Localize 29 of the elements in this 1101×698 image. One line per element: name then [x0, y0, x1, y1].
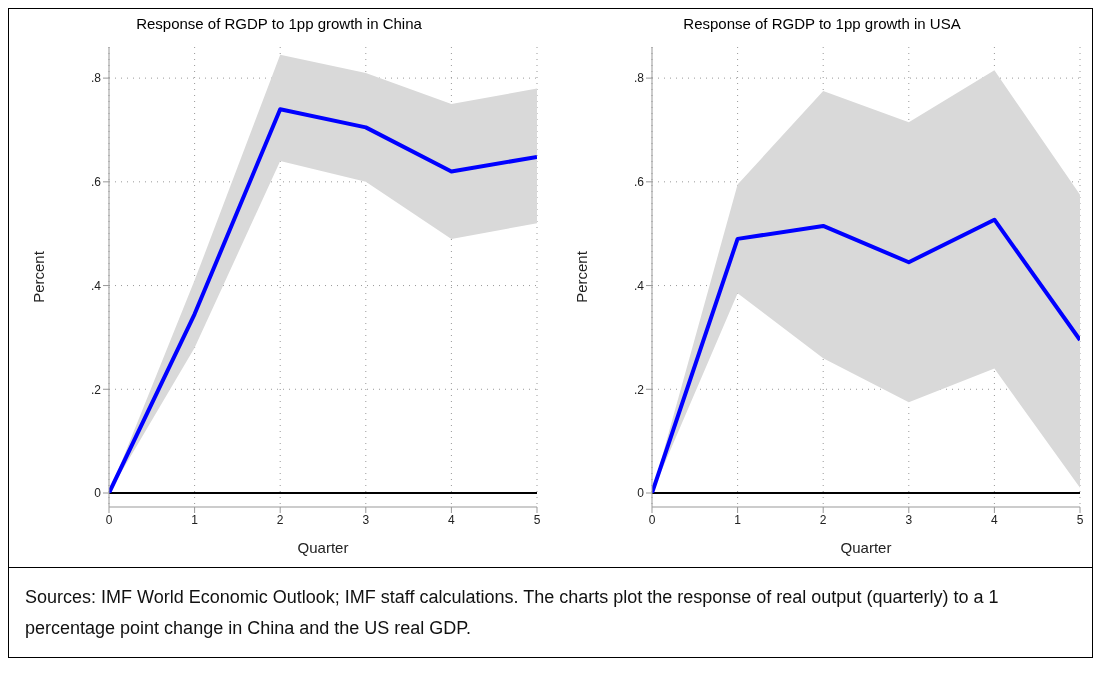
- x-tick-label: 0: [648, 512, 656, 527]
- x-tick-label: 1: [191, 512, 199, 527]
- y-tick-label: .2: [90, 382, 102, 397]
- x-tick-label: 4: [448, 512, 456, 527]
- y-tick-label: .4: [633, 278, 645, 293]
- y-tick-label: .2: [633, 382, 645, 397]
- x-tick-label: 0: [105, 512, 113, 527]
- x-tick-label: 3: [362, 512, 370, 527]
- x-tick-label: 2: [819, 512, 827, 527]
- y-tick-label: .8: [633, 71, 645, 86]
- x-axis-title: Quarter: [297, 539, 349, 556]
- y-axis-title: Percent: [30, 250, 48, 303]
- y-tick-label: .6: [90, 175, 102, 190]
- x-tick-label: 3: [905, 512, 913, 527]
- x-tick-label: 5: [1076, 512, 1084, 527]
- y-tick-label: .6: [633, 175, 645, 190]
- x-tick-label: 4: [991, 512, 999, 527]
- x-axis-title: Quarter: [840, 539, 892, 556]
- x-tick-label: 2: [276, 512, 284, 527]
- x-tick-label: 1: [734, 512, 742, 527]
- source-note: Sources: IMF World Economic Outlook; IMF staff calculations. The charts plot the response of real output (quarterly) to a 1 percentage point change in China and the US real GDP.: [25, 586, 1000, 640]
- y-tick-label: 0: [637, 486, 645, 501]
- y-tick-label: .4: [90, 278, 102, 293]
- chart-title: Response of RGDP to 1pp growth in China: [135, 14, 423, 34]
- x-tick-label: 5: [533, 512, 541, 527]
- chart-title: Response of RGDP to 1pp growth in USA: [682, 14, 962, 34]
- y-tick-label: 0: [94, 486, 102, 501]
- y-axis-title: Percent: [573, 250, 591, 303]
- y-tick-label: .8: [90, 71, 102, 86]
